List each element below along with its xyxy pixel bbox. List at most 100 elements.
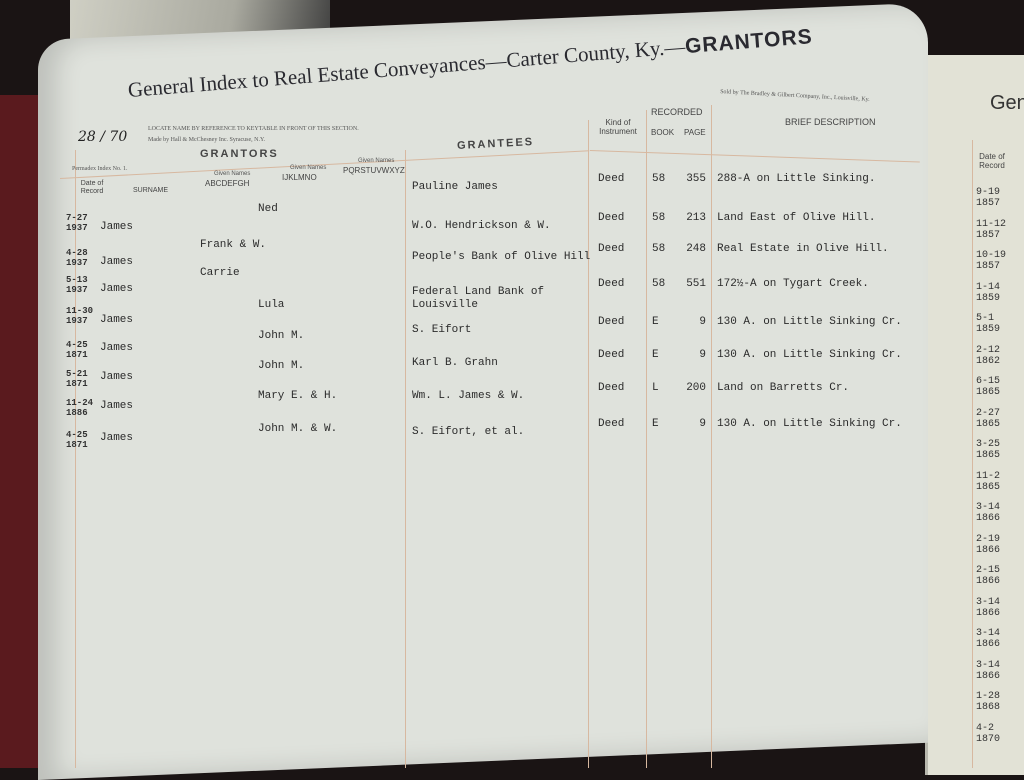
row-page: 248 [686, 243, 706, 255]
right-page-date: 2-15 1866 [976, 565, 1001, 587]
column-divider [405, 150, 406, 768]
row-kind: Deed [598, 212, 625, 224]
row-date: 4-25 1871 [66, 340, 88, 360]
row-kind: Deed [598, 173, 625, 185]
row-description: 288-A on Little Sinking. [717, 173, 876, 185]
row-book: 58 [652, 212, 666, 224]
right-page-date: 3-25 1865 [976, 439, 1001, 461]
right-page-date: 11-12 1857 [976, 218, 1007, 241]
row-grantee: Federal Land Bank of Louisville [412, 286, 545, 311]
row-book: E [652, 349, 659, 361]
right-page-date: 2-12 1862 [976, 344, 1001, 367]
right-page-date: 1-28 1868 [976, 691, 1001, 713]
column-divider [646, 110, 647, 768]
row-grantee: Karl B. Grahn [412, 357, 498, 369]
right-page-date: 4-2 1870 [976, 722, 1001, 745]
row-page: 9 [699, 418, 706, 430]
column-divider [711, 105, 712, 768]
row-surname: James [100, 400, 134, 412]
row-description: 130 A. on Little Sinking Cr. [717, 316, 902, 328]
row-date: 11-24 1886 [66, 398, 94, 418]
book-header: BOOK [651, 128, 675, 137]
row-grantee: Wm. L. James & W. [412, 390, 525, 402]
row-kind: Deed [598, 316, 625, 328]
row-description: 130 A. on Little Sinking Cr. [717, 418, 902, 430]
date-header: Date of Record [80, 180, 104, 195]
row-book: E [652, 316, 659, 328]
right-page-date: 2-27 1865 [976, 407, 1001, 430]
given-abc-header: ABCDEFGH [205, 179, 250, 188]
right-page-date: 3-14 1866 [976, 596, 1001, 619]
row-book: L [652, 382, 659, 394]
row-book: 58 [652, 278, 666, 290]
row-surname: James [100, 314, 134, 326]
row-description: 130 A. on Little Sinking Cr. [717, 349, 902, 361]
maker-note: Made by Hall & McChesney Inc. Syracuse, … [148, 137, 266, 143]
right-page-date: 10-19 1857 [976, 250, 1007, 272]
row-surname: James [100, 432, 134, 444]
row-surname: James [100, 371, 134, 383]
row-grantee: S. Eifort, et al. [412, 426, 525, 438]
row-date: 5-21 1871 [66, 369, 88, 389]
grantors-header: GRANTORS [200, 148, 279, 160]
row-book: 58 [652, 243, 666, 255]
recorded-header: RECORDED [651, 107, 703, 117]
column-divider [972, 140, 973, 768]
form-note: Permadex Index No. 1. [72, 166, 128, 172]
row-date: 11-30 1937 [66, 306, 94, 326]
row-book: E [652, 418, 659, 430]
right-page-date: 5-1 1859 [976, 313, 1001, 335]
row-description: Land on Barretts Cr. [717, 382, 850, 394]
row-given-name: John M. [258, 330, 305, 342]
row-grantee: S. Eifort [412, 324, 472, 336]
row-surname: James [100, 283, 134, 295]
row-surname: James [100, 342, 134, 354]
row-date: 4-28 1937 [66, 248, 88, 268]
row-page: 213 [686, 212, 706, 224]
row-grantee: Pauline James [412, 181, 498, 193]
given-ijk-header: IJKLMNO [282, 173, 317, 182]
row-date: 5-13 1937 [66, 275, 88, 295]
locate-note: LOCATE NAME BY REFERENCE TO KEYTABLE IN … [148, 126, 359, 132]
given-names-label-abc: Given Names [214, 171, 251, 177]
right-page-date: 1-14 1859 [976, 281, 1001, 304]
row-kind: Deed [598, 349, 625, 361]
row-description: Land East of Olive Hill. [717, 212, 876, 224]
row-given-name: John M. & W. [258, 423, 338, 435]
row-given-name: Lula [258, 299, 285, 311]
row-surname: James [100, 221, 134, 233]
row-given-name: Frank & W. [200, 239, 267, 251]
row-page: 9 [699, 349, 706, 361]
row-surname: James [100, 256, 134, 268]
row-given-name: Ned [258, 203, 278, 215]
surname-header: SURNAME [133, 187, 169, 194]
row-page: 200 [686, 382, 706, 394]
page-header: PAGE [684, 128, 706, 137]
column-divider [75, 150, 76, 768]
handwritten-page-number: 28 / 70 [78, 129, 128, 145]
row-kind: Deed [598, 382, 625, 394]
kind-header: Kind of Instrument [599, 118, 637, 136]
given-names-label-pqr: Given Names [358, 158, 395, 164]
row-kind: Deed [598, 243, 625, 255]
row-date: 4-25 1871 [66, 430, 88, 450]
row-kind: Deed [598, 278, 625, 290]
row-description: 172½-A on Tygart Creek. [717, 278, 869, 290]
given-names-label-ijk: Given Names [290, 165, 327, 171]
right-page-date: 3-14 1866 [976, 628, 1001, 650]
column-divider [588, 120, 589, 768]
right-page-date: 9-19 1857 [976, 187, 1001, 209]
row-book: 58 [652, 173, 666, 185]
row-grantee: People's Bank of Olive Hill [412, 251, 591, 263]
row-given-name: Carrie [200, 267, 240, 279]
row-date: 7-27 1937 [66, 213, 88, 233]
row-page: 551 [686, 278, 706, 290]
right-date-header: Date of Record [979, 152, 1005, 170]
right-page-date: 2-19 1866 [976, 533, 1001, 556]
row-grantee: W.O. Hendrickson & W. [412, 220, 551, 232]
right-page-date: 11-2 1865 [976, 470, 1001, 493]
row-page: 9 [699, 316, 706, 328]
ledger-binding [0, 95, 40, 768]
right-page-date: 3-14 1866 [976, 502, 1001, 524]
right-page-date: 3-14 1866 [976, 659, 1001, 682]
